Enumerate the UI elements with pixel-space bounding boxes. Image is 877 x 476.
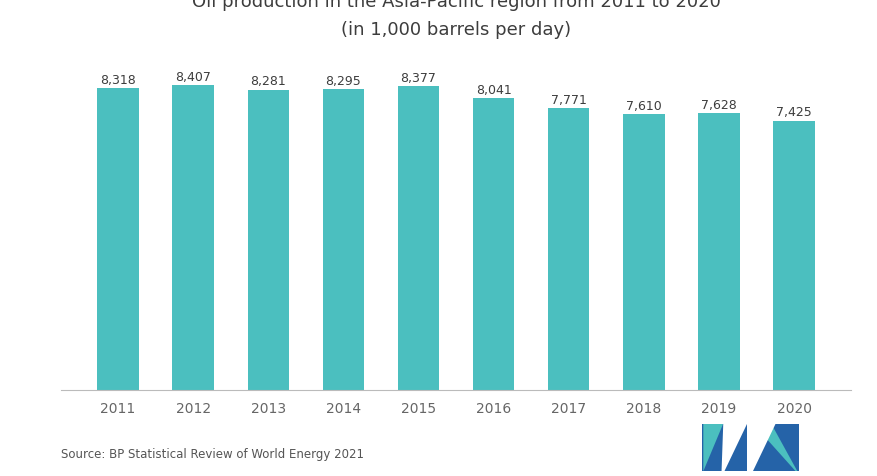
Text: 7,425: 7,425 bbox=[776, 106, 812, 119]
Polygon shape bbox=[709, 424, 724, 471]
Bar bbox=[774, 121, 815, 390]
Bar bbox=[548, 109, 589, 390]
Text: 7,628: 7,628 bbox=[701, 99, 737, 112]
Polygon shape bbox=[765, 424, 788, 471]
Polygon shape bbox=[703, 424, 724, 471]
Text: 8,295: 8,295 bbox=[325, 75, 361, 88]
Polygon shape bbox=[752, 424, 799, 471]
Text: 8,318: 8,318 bbox=[100, 74, 136, 87]
Polygon shape bbox=[702, 424, 724, 471]
Polygon shape bbox=[722, 424, 747, 471]
Bar bbox=[323, 90, 364, 390]
Text: 7,610: 7,610 bbox=[626, 99, 662, 112]
Polygon shape bbox=[702, 424, 747, 471]
Bar bbox=[97, 89, 139, 390]
Text: 8,281: 8,281 bbox=[250, 75, 286, 88]
Text: 7,771: 7,771 bbox=[551, 94, 587, 107]
Text: Source: BP Statistical Review of World Energy 2021: Source: BP Statistical Review of World E… bbox=[61, 447, 364, 460]
Bar bbox=[473, 99, 514, 390]
Bar bbox=[247, 90, 289, 390]
Bar bbox=[624, 115, 665, 390]
Title: Oil production in the Asia-Pacific region from 2011 to 2020
(in 1,000 barrels pe: Oil production in the Asia-Pacific regio… bbox=[191, 0, 721, 39]
Bar bbox=[173, 86, 214, 390]
Bar bbox=[698, 114, 739, 390]
Bar bbox=[398, 87, 439, 390]
Text: 8,407: 8,407 bbox=[175, 71, 211, 84]
Polygon shape bbox=[766, 424, 786, 471]
Polygon shape bbox=[702, 424, 724, 471]
Polygon shape bbox=[752, 424, 797, 471]
Polygon shape bbox=[765, 424, 788, 471]
Text: 8,041: 8,041 bbox=[475, 84, 511, 97]
Polygon shape bbox=[752, 424, 776, 471]
Text: 8,377: 8,377 bbox=[401, 72, 437, 85]
